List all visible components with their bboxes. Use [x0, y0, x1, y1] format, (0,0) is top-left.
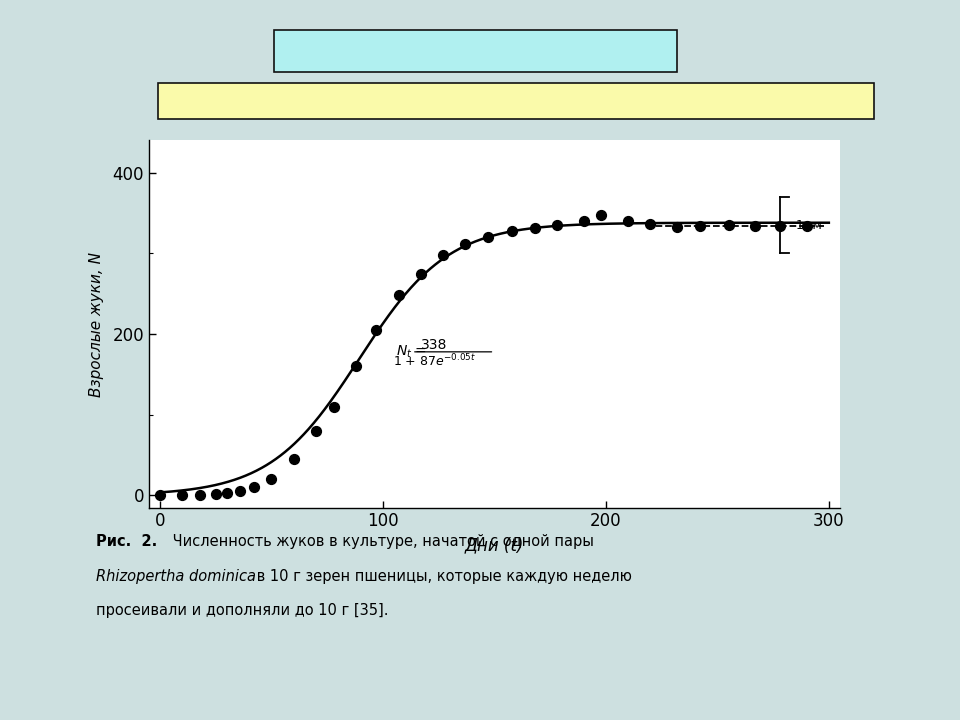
Point — [748, 220, 763, 232]
Point — [192, 489, 207, 500]
Text: Рис.  2.: Рис. 2. — [96, 534, 157, 549]
Point — [208, 488, 224, 500]
Point — [326, 401, 342, 413]
Text: просеивали и дополняли до 10 г [35].: просеивали и дополняли до 10 г [35]. — [96, 603, 389, 618]
Point — [593, 209, 609, 220]
Point — [549, 220, 564, 231]
Point — [264, 474, 279, 485]
Point — [175, 489, 190, 500]
Point — [692, 220, 708, 232]
Point — [576, 215, 591, 227]
Text: $N_t$ =: $N_t$ = — [396, 343, 427, 360]
Point — [458, 238, 473, 249]
Point — [669, 221, 684, 233]
Bar — [274, 30, 677, 72]
Text: 1мм: 1мм — [796, 219, 823, 232]
Point — [413, 268, 428, 279]
Text: Численность жуков в культуре, начатой с одной пары: Численность жуков в культуре, начатой с … — [168, 534, 594, 549]
Bar — [158, 83, 874, 119]
Point — [219, 487, 234, 499]
Y-axis label: Взрослые жуки, N: Взрослые жуки, N — [89, 251, 104, 397]
Text: 1 + 87$e^{-0.05t}$: 1 + 87$e^{-0.05t}$ — [393, 352, 476, 369]
Text: в 10 г зерен пшеницы, которые каждую неделю: в 10 г зерен пшеницы, которые каждую нед… — [252, 569, 632, 584]
Point — [772, 220, 787, 232]
X-axis label: Дни (t): Дни (t) — [465, 536, 524, 554]
Point — [308, 426, 324, 437]
Point — [799, 220, 814, 232]
Point — [527, 222, 542, 233]
Point — [721, 220, 736, 231]
Text: Rhizopertha dominica: Rhizopertha dominica — [96, 569, 256, 584]
Point — [643, 219, 659, 230]
Text: 338: 338 — [421, 338, 447, 351]
Point — [286, 454, 301, 465]
Point — [480, 232, 495, 243]
Point — [348, 361, 364, 372]
Point — [232, 486, 248, 498]
Point — [246, 482, 261, 493]
Point — [436, 249, 451, 261]
Point — [620, 215, 636, 227]
Point — [391, 289, 406, 301]
Point — [505, 225, 520, 237]
Point — [369, 324, 384, 336]
Point — [153, 490, 168, 501]
